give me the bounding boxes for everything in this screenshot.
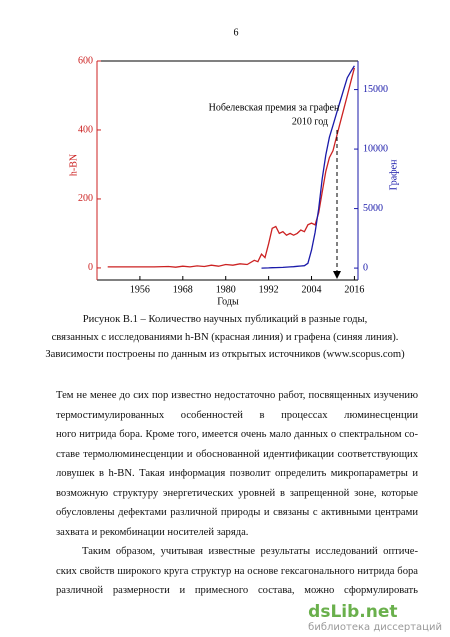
text-line: Тем не менее до сих пор известно недоста…: [56, 390, 418, 401]
y-axis-label: h-BN: [68, 154, 79, 176]
y2-tick-label: 0: [363, 262, 368, 273]
x-tick-label: 1992: [259, 284, 279, 295]
watermark: dsLib.net библиотека диссертаций: [308, 602, 442, 633]
text-line: ставе термолюминесценции и обоснованной …: [56, 448, 418, 460]
text-line: Рисунок В.1 – Количество научных публика…: [82, 314, 368, 325]
annotation: Нобелевская премия за графен: [209, 102, 340, 113]
text-line: Таким образом, учитывая известные резуль…: [82, 546, 418, 557]
text-line: захвата и рекомбинации носителей заряда.: [56, 526, 249, 538]
y-tick-label: 400: [78, 124, 93, 135]
text-line: термостимулированных особенностей в проц…: [56, 409, 418, 421]
series-line: [261, 65, 355, 269]
y-tick-label: 600: [78, 55, 93, 66]
page-number: 6: [234, 27, 239, 38]
series-line: [107, 67, 356, 268]
text-line: ного нитрида бора. Кроме того, имеется о…: [56, 429, 418, 440]
text-line: ских свойств широкого круга структур на …: [56, 565, 418, 577]
arrow-head: [333, 271, 341, 279]
watermark-brand: dsLib.net: [308, 602, 398, 622]
y2-tick-label: 5000: [363, 203, 383, 214]
x-axis-label: Годы: [217, 296, 239, 307]
x-tick-label: 1980: [216, 284, 236, 295]
text-line: обусловлены дефектами различной природы …: [56, 507, 418, 518]
text-line: различной размерности и примесного соста…: [56, 585, 418, 596]
y-tick-label: 200: [78, 193, 93, 204]
y2-axis-label: Графен: [388, 159, 399, 191]
text-line: связанных с исследованиями h-BN (красная…: [51, 332, 399, 343]
text-line: Зависимости построены по данным из откры…: [45, 349, 405, 360]
annotation: 2010 год: [292, 116, 328, 127]
y2-tick-label: 15000: [363, 84, 388, 95]
text-line: возможную структуру энергетических уровн…: [56, 487, 418, 499]
chart: 6 1956 1968 1980 1992 2004 2016 0 200 400 600 0 500…: [68, 27, 399, 307]
x-tick-label: 1968: [173, 284, 193, 295]
x-tick-label: 2016: [344, 284, 364, 295]
text-line: ловушек в h-BN. Такая информация позволи…: [56, 468, 418, 479]
y2-tick-label: 10000: [363, 143, 388, 154]
x-tick-label: 2004: [302, 284, 322, 295]
watermark-tagline: библиотека диссертаций: [308, 622, 442, 633]
x-tick-label: 1956: [130, 284, 150, 295]
y-tick-label: 0: [88, 262, 93, 273]
